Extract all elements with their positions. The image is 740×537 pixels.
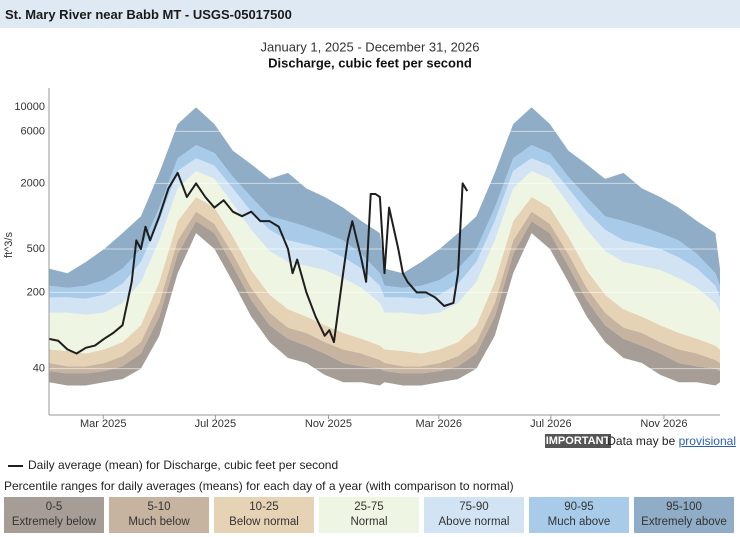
- band-legend-label: Extremely above: [641, 516, 727, 528]
- band-legend-item: 25-75 Normal: [319, 497, 419, 533]
- band-legend-item: 75-90 Above normal: [424, 497, 524, 533]
- band-legend-item: 0-5 Extremely below: [4, 497, 104, 533]
- band-legend-range: 5-10: [147, 501, 171, 513]
- provisional-link[interactable]: provisional: [678, 434, 736, 448]
- percentile-band: [49, 107, 720, 288]
- x-tick-label: Jul 2025: [195, 418, 237, 430]
- band-legend-item: 5-10 Much below: [109, 497, 209, 533]
- y-tick-label: 200: [27, 286, 45, 298]
- percentile-band: [49, 170, 720, 354]
- band-legend-range: 25-75: [354, 501, 384, 513]
- plot-area: [49, 106, 720, 386]
- y-tick-label: 500: [27, 243, 45, 255]
- band-legend-label: Much below: [128, 516, 190, 528]
- chart-title: January 1, 2025 - December 31, 2026: [261, 39, 480, 54]
- x-tick-label: Nov 2026: [640, 418, 687, 430]
- legend-label: Daily average (mean) for Discharge, cubi…: [28, 458, 339, 472]
- percentile-band: [49, 158, 720, 315]
- band-legend-range: 75-90: [459, 501, 489, 513]
- band-legend-label: Much above: [547, 516, 611, 528]
- band-legend-item: 90-95 Much above: [529, 497, 629, 533]
- y-tick-label: 6000: [21, 125, 45, 137]
- band-legend-label: Above normal: [438, 516, 510, 528]
- band-legend-title: Percentile ranges for daily averages (me…: [4, 479, 514, 493]
- header: St. Mary River near Babb MT - USGS-05017…: [0, 0, 740, 28]
- percentile-band: [49, 144, 720, 299]
- percentile-band: [49, 197, 720, 367]
- legend-swatch: [8, 464, 23, 467]
- y-tick-label: 40: [33, 362, 45, 374]
- x-tick-label: Mar 2026: [415, 418, 461, 430]
- band-legend-item: 10-25 Below normal: [214, 497, 314, 533]
- x-tick-label: Mar 2025: [80, 418, 126, 430]
- band-legend-label: Below normal: [229, 516, 299, 528]
- band-legend-range: 90-95: [564, 501, 594, 513]
- notice: Data may be provisional: [607, 434, 736, 448]
- notice-badge: IMPORTANT: [545, 434, 611, 448]
- y-tick-label: 2000: [21, 177, 45, 189]
- notice-text: Data may be: [607, 434, 676, 448]
- chart-subtitle: Discharge, cubic feet per second: [268, 55, 472, 70]
- band-legend-label: Extremely below: [11, 516, 97, 528]
- x-tick-label: Nov 2025: [305, 418, 352, 430]
- y-tick-label: 10000: [14, 101, 45, 113]
- band-legend-label: Normal: [350, 516, 388, 528]
- x-tick-label: Jul 2026: [530, 418, 572, 430]
- daily-mean-line: [49, 171, 469, 355]
- band-legend-item: 95-100 Extremely above: [634, 497, 734, 533]
- chart: January 1, 2025 - December 31, 2026 Disc…: [3, 39, 720, 430]
- band-legend-range: 95-100: [666, 501, 702, 513]
- band-legend-range: 0-5: [45, 501, 63, 513]
- page-title: St. Mary River near Babb MT - USGS-05017…: [5, 7, 292, 22]
- line-legend: Daily average (mean) for Discharge, cubi…: [8, 458, 338, 472]
- band-legend-range: 10-25: [249, 501, 279, 513]
- y-axis-label: ft^3/s: [3, 232, 15, 258]
